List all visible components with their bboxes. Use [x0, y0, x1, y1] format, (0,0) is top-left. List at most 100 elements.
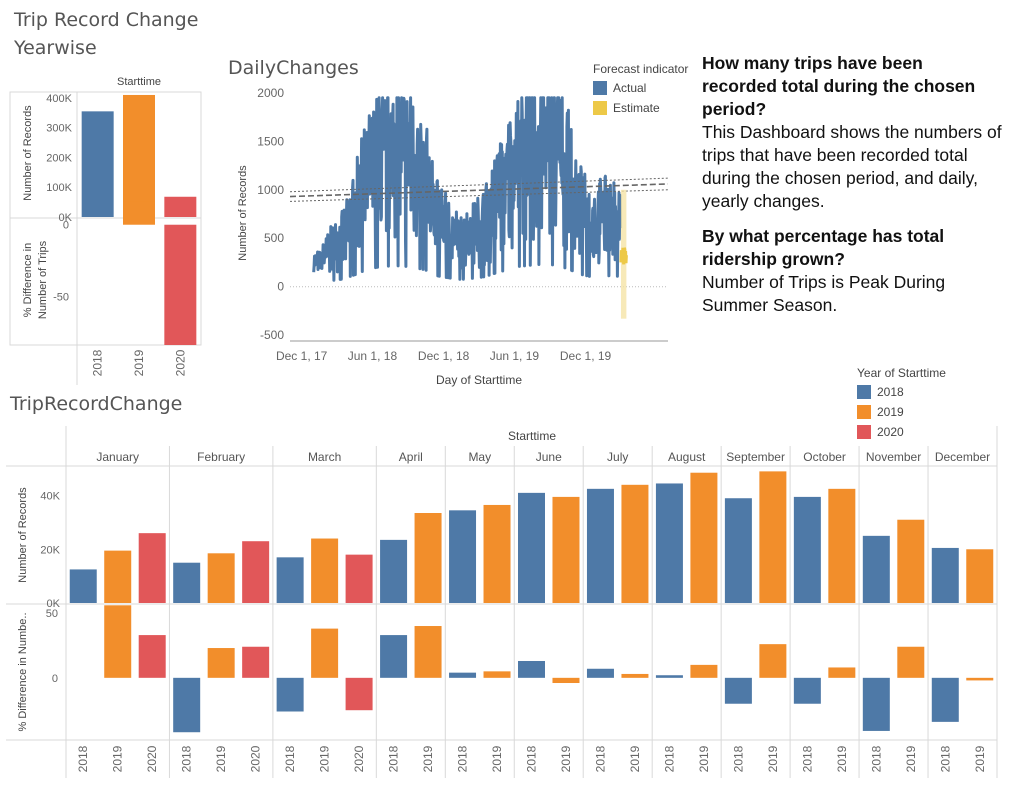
monthly-bar-january-2019	[104, 550, 132, 603]
monthly-xtick-label: 2018	[456, 745, 470, 772]
legend-swatch-estimate	[593, 101, 607, 115]
yearwise-title-line1: Trip Record Change	[14, 9, 199, 31]
monthly-pct-bar-april-2019	[414, 626, 442, 678]
monthly-ytick-label: 40K	[40, 491, 60, 503]
legend-swatch-2019	[857, 405, 871, 419]
monthly-pct-bar-november-2018	[862, 677, 890, 731]
daily-trend-line	[289, 189, 669, 202]
monthly-xtick-label: 2018	[180, 745, 194, 772]
daily-ytick-label: 2000	[257, 86, 284, 100]
monthly-bar-april-2018	[380, 539, 408, 603]
monthly-pct-bar-may-2019	[483, 671, 511, 678]
month-header-january: January	[96, 450, 139, 464]
monthly-pct-tick-label: 50	[46, 608, 58, 620]
monthly-bar-november-2018	[862, 535, 890, 603]
daily-ytick-label: 1000	[257, 183, 284, 197]
monthly-ytick-label: 20K	[40, 544, 60, 556]
daily-ytick-label: 1500	[257, 134, 284, 148]
daily-xtick-label: Jun 1, 19	[490, 349, 540, 363]
monthly-bar-august-2018	[655, 483, 683, 603]
monthly-xtick-label: 2018	[869, 745, 883, 772]
monthly-pct-bar-january-2019	[104, 605, 132, 678]
legend-item-2019[interactable]: 2019	[857, 402, 946, 422]
monthly-ytick-label: 0K	[47, 598, 61, 610]
forecast-legend[interactable]: Forecast indicator Actual Estimate	[593, 62, 688, 118]
monthly-pct-bar-march-2020	[345, 677, 373, 711]
monthly-bar-december-2018	[931, 547, 959, 603]
monthly-pct-bar-december-2019	[966, 677, 994, 681]
monthly-bar-february-2019	[207, 553, 235, 603]
legend-label-2020: 2020	[877, 425, 904, 439]
monthly-xtick-label: 2018	[387, 745, 401, 772]
monthly-bar-may-2018	[449, 510, 477, 603]
legend-swatch-2020	[857, 425, 871, 439]
monthly-xtick-label: 2020	[249, 745, 263, 772]
yearwise-ytick-label: 400K	[46, 93, 72, 105]
legend-label-2018: 2018	[877, 385, 904, 399]
yearwise-pct-ylabel-line2: Number of Trips	[37, 240, 49, 319]
answer-total-trips: This Dashboard shows the numbers of trip…	[702, 122, 1002, 211]
monthly-xtick-label: 2018	[938, 745, 952, 772]
yearwise-pct-ylabel-line1: % Difference in	[22, 243, 34, 317]
month-header-april: April	[399, 450, 423, 464]
monthly-xtick-label: 2019	[421, 745, 435, 772]
monthly-bar-september-2018	[724, 498, 752, 603]
daily-trend-line	[289, 177, 669, 193]
yearwise-pct-tick-label: 0	[63, 220, 69, 232]
monthly-header: Starttime	[508, 429, 556, 443]
monthly-bar-february-2020	[242, 541, 270, 603]
daily-xtick-label: Dec 1, 19	[560, 349, 612, 363]
monthly-pct-bar-september-2018	[724, 677, 752, 704]
year-legend[interactable]: Year of Starttime 2018 2019 2020	[857, 366, 946, 442]
yearwise-ytick-label: 200K	[46, 152, 72, 164]
monthly-xtick-label: 2019	[697, 745, 711, 772]
monthly-xtick-label: 2018	[283, 745, 297, 772]
monthly-xtick-label: 2020	[352, 745, 366, 772]
monthly-pct-bar-august-2019	[690, 664, 718, 678]
monthly-pct-bar-november-2019	[897, 646, 925, 678]
monthly-xtick-label: 2019	[766, 745, 780, 772]
monthly-pct-bar-february-2020	[242, 646, 270, 678]
legend-label-estimate: Estimate	[613, 101, 660, 115]
monthly-bar-october-2019	[828, 488, 856, 603]
legend-label-2019: 2019	[877, 405, 904, 419]
monthly-bar-march-2020	[345, 554, 373, 603]
daily-xtick-label: Jun 1, 18	[348, 349, 398, 363]
monthly-pct-bar-june-2018	[518, 660, 545, 678]
yearwise-pct-tick-label: -50	[53, 291, 69, 303]
monthly-xtick-label: 2019	[628, 745, 642, 772]
daily-trend-line	[289, 183, 669, 198]
monthly-pct-bar-june-2019	[552, 677, 580, 684]
monthly-pct-bar-february-2018	[173, 677, 201, 733]
monthly-pct-bar-january-2020	[138, 635, 166, 678]
month-header-july: July	[607, 450, 628, 464]
monthly-xtick-label: 2018	[731, 745, 745, 772]
monthly-xtick-label: 2018	[593, 745, 607, 772]
monthly-bar-september-2019	[759, 471, 787, 603]
month-header-december: December	[935, 450, 990, 464]
monthly-bar-march-2018	[276, 557, 304, 603]
daily-ytick-label: -500	[260, 328, 284, 342]
legend-item-estimate[interactable]: Estimate	[593, 98, 688, 118]
yearwise-ytick-label: 0K	[59, 212, 73, 224]
monthly-bar-august-2019	[690, 472, 718, 603]
month-header-february: February	[197, 450, 245, 464]
yearwise-bar-2018	[81, 111, 114, 217]
monthly-xtick-label: 2020	[145, 745, 159, 772]
monthly-bar-may-2019	[483, 504, 511, 603]
daily-ylabel: Number of Records	[237, 165, 249, 261]
yearwise-ytick-label: 100K	[46, 182, 72, 194]
monthly-xtick-label: 2019	[490, 745, 504, 772]
daily-ytick-label: 500	[264, 231, 284, 245]
legend-item-actual[interactable]: Actual	[593, 78, 688, 98]
legend-item-2018[interactable]: 2018	[857, 382, 946, 402]
legend-item-2020[interactable]: 2020	[857, 422, 946, 442]
yearwise-title-line2: Yearwise	[14, 37, 97, 59]
legend-swatch-2018	[857, 385, 871, 399]
monthly-xtick-label: 2019	[214, 745, 228, 772]
text-panel: How many trips have been recorded total …	[702, 52, 1002, 329]
monthly-bar-february-2018	[173, 562, 201, 603]
